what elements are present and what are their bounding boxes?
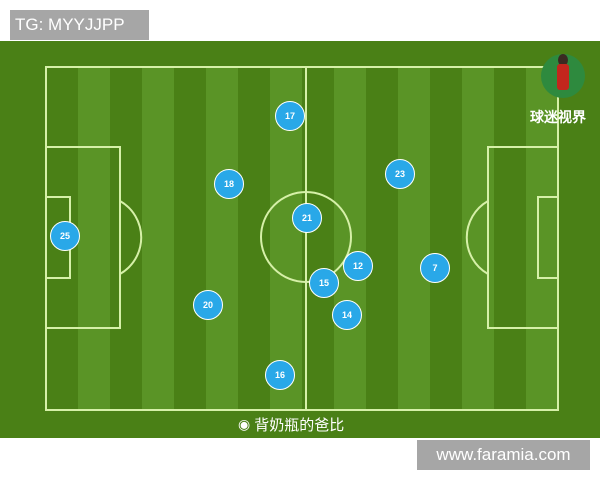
pitch-stripe (142, 67, 174, 410)
player-marker-20: 20 (193, 290, 223, 320)
pitch-stripe (526, 67, 558, 410)
player-marker-21: 21 (292, 203, 322, 233)
pitch-stripe (206, 67, 238, 410)
football-pitch: 17 18 23 21 25 12 7 15 20 14 16 (0, 41, 600, 438)
pitch-stripe (398, 67, 430, 410)
player-marker-14: 14 (332, 300, 362, 330)
pitch-lines (45, 66, 559, 411)
player-marker-17: 17 (275, 101, 305, 131)
pitch-stripe (78, 67, 110, 410)
player-marker-12: 12 (343, 251, 373, 281)
credit-text: 背奶瓶的爸比 (254, 417, 345, 434)
player-marker-23: 23 (385, 159, 415, 189)
player-marker-15: 15 (309, 268, 339, 298)
player-marker-25: 25 (50, 221, 80, 251)
watermark-bottom: www.faramia.com (417, 440, 590, 470)
brand-label: 球迷视界 (530, 109, 586, 125)
player-marker-7: 7 (420, 253, 450, 283)
watermark-top: TG: MYYJJPP (10, 10, 149, 40)
weibo-icon: ◉ (238, 416, 251, 432)
logo-mascot (541, 54, 585, 98)
player-marker-18: 18 (214, 169, 244, 199)
player-marker-16: 16 (265, 360, 295, 390)
credit: ◉ 背奶瓶的爸比 (238, 414, 344, 435)
